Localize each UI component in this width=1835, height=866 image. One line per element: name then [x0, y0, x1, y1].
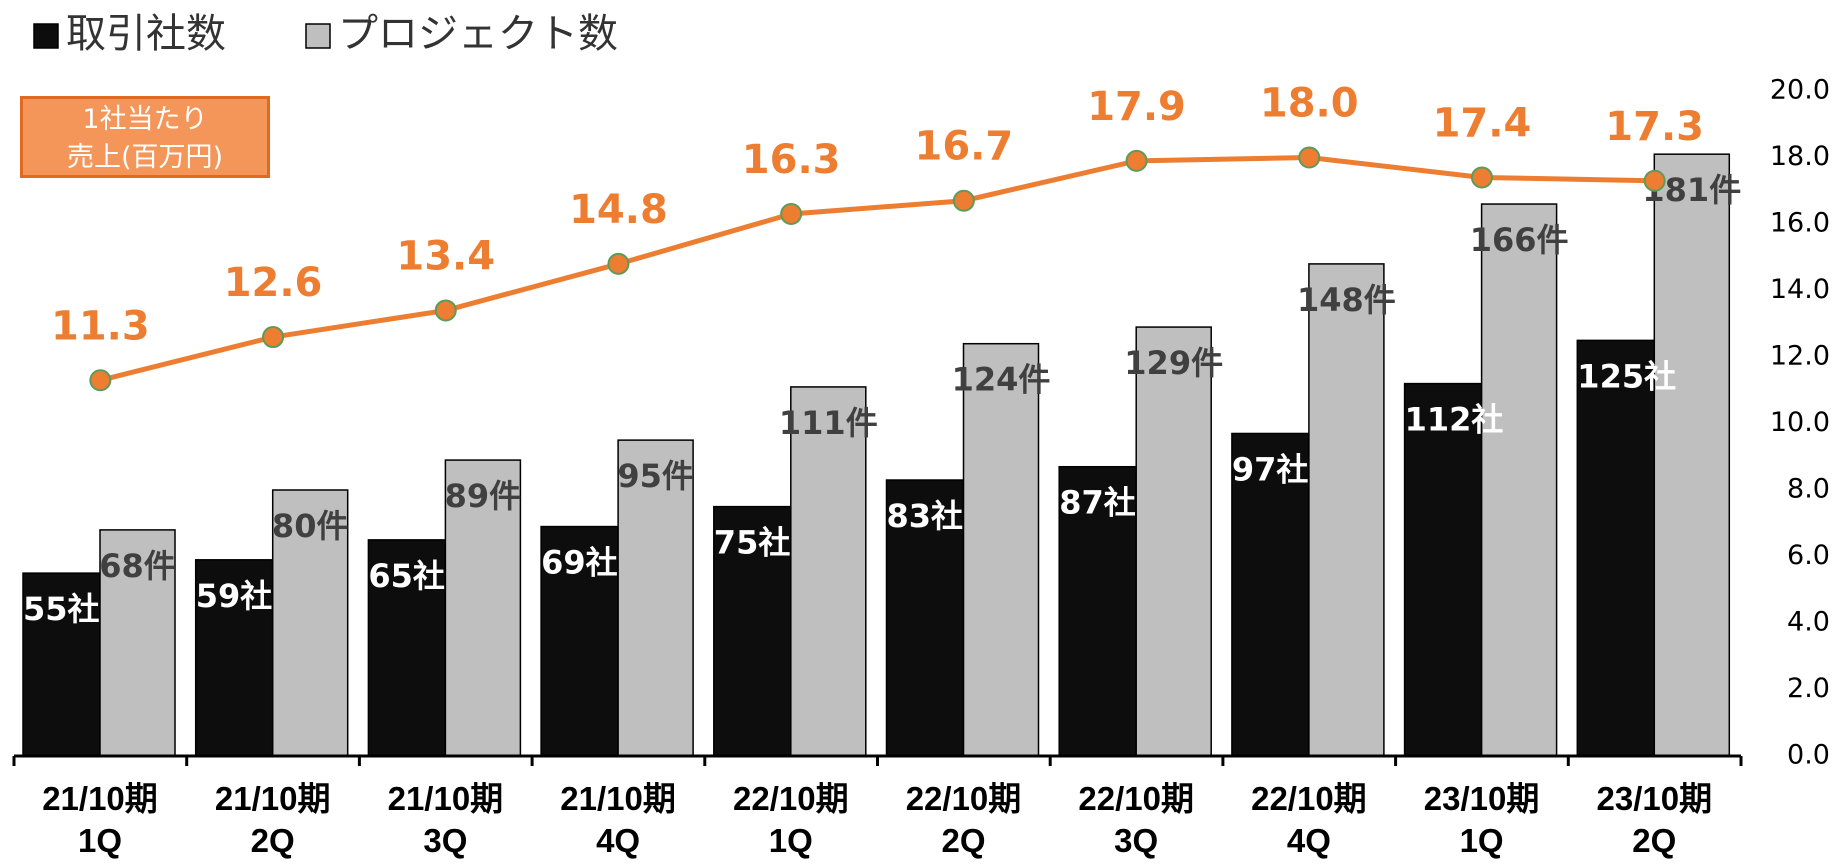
- y2-tick-label: 2.0: [1787, 673, 1830, 704]
- bar-value-label: 83社: [887, 497, 964, 535]
- bar: [367, 539, 447, 757]
- y2-tick-label: 4.0: [1787, 607, 1830, 638]
- bar-value-label: 69社: [541, 544, 618, 582]
- bar: [713, 505, 792, 757]
- line-value-label: 11.3: [51, 303, 150, 349]
- line-marker: [434, 299, 457, 322]
- y2-tick-label: 0.0: [1787, 740, 1830, 771]
- line-marker: [1643, 169, 1666, 192]
- line-marker: [952, 189, 975, 212]
- legend-swatch: [305, 23, 331, 49]
- line-value-label: 16.7: [914, 124, 1013, 170]
- line-value-label: 17.4: [1433, 100, 1532, 146]
- bar-value-label: 97社: [1232, 450, 1309, 488]
- y2-tick-label: 14.0: [1770, 274, 1830, 305]
- line-value-label: 12.6: [224, 260, 323, 306]
- bar: [1576, 339, 1656, 757]
- y2-tick-label: 8.0: [1787, 474, 1830, 505]
- bar-value-label: 75社: [714, 524, 791, 562]
- bar-value-label: 80件: [272, 507, 349, 545]
- x-tick-label: 21/10期 2Q: [214, 780, 331, 859]
- bar: [1135, 326, 1212, 757]
- line-marker: [1470, 166, 1493, 189]
- bar-value-label: 129件: [1124, 344, 1223, 382]
- bar: [1231, 432, 1310, 757]
- x-tick-label: 22/10期 3Q: [1078, 780, 1194, 859]
- bar-value-label: 87社: [1059, 484, 1136, 522]
- bar-value-label: 125社: [1577, 357, 1676, 395]
- x-tick-label: 22/10期 2Q: [905, 780, 1022, 859]
- line-value-label: 17.9: [1087, 84, 1186, 130]
- line-value-label: 17.3: [1605, 104, 1704, 150]
- x-tick-label: 22/10期 1Q: [733, 780, 849, 859]
- bar: [22, 572, 101, 757]
- x-tick-label: 21/10期 4Q: [560, 780, 676, 859]
- bar-value-label: 65社: [368, 557, 445, 595]
- line-marker: [262, 326, 285, 349]
- bar-value-label: 68件: [99, 547, 176, 585]
- bar: [1403, 382, 1483, 757]
- bar: [444, 459, 522, 757]
- bar-value-label: 112社: [1405, 401, 1504, 439]
- bar: [962, 342, 1040, 757]
- x-tick-label: 23/10期 1Q: [1423, 780, 1540, 859]
- line-marker: [1298, 146, 1321, 169]
- y2-tick-label: 16.0: [1770, 208, 1830, 239]
- bar-value-label: 59社: [196, 577, 273, 615]
- bar: [1308, 263, 1385, 757]
- bar: [885, 479, 965, 757]
- legend-label: プロジェクト数: [338, 11, 618, 57]
- line-value-label: 14.8: [569, 187, 668, 233]
- bar-value-label: 89件: [445, 477, 522, 515]
- bar: [194, 559, 274, 757]
- bar-value-label: 111件: [779, 404, 878, 442]
- line-value-label: 18.0: [1260, 81, 1359, 127]
- x-tick-label: 23/10期 2Q: [1596, 780, 1713, 859]
- line-value-label: 13.4: [396, 233, 495, 279]
- bar: [540, 525, 619, 757]
- y2-tick-label: 12.0: [1770, 341, 1830, 372]
- line-value-label: 16.3: [742, 137, 841, 183]
- line-marker: [89, 369, 112, 392]
- bar-value-label: 95件: [617, 457, 694, 495]
- legend-label: 取引社数: [66, 11, 226, 57]
- annotation: 1社当たり 売上(百万円): [20, 96, 270, 178]
- bar: [1653, 153, 1731, 757]
- y2-tick-label: 10.0: [1770, 407, 1830, 438]
- y2-tick-label: 18.0: [1770, 141, 1830, 172]
- bar-value-label: 166件: [1470, 221, 1569, 259]
- line: [99, 154, 1655, 383]
- line-marker: [607, 252, 630, 275]
- x-tick-label: 22/10期 4Q: [1251, 780, 1367, 859]
- bar-value-label: 148件: [1297, 281, 1396, 319]
- y2-tick-label: 20.0: [1770, 75, 1830, 106]
- line-marker: [780, 203, 803, 226]
- bar: [617, 439, 694, 757]
- bar: [1480, 203, 1558, 757]
- bar-value-label: 55社: [23, 590, 100, 628]
- x-tick-label: 21/10期 1Q: [42, 780, 158, 859]
- bar: [790, 386, 867, 757]
- legend-swatch: [33, 23, 59, 49]
- bar: [271, 489, 349, 757]
- y2-tick-label: 6.0: [1787, 540, 1830, 571]
- line-marker: [1125, 149, 1148, 172]
- x-tick-label: 21/10期 3Q: [387, 780, 504, 859]
- bar-value-label: 124件: [952, 361, 1051, 399]
